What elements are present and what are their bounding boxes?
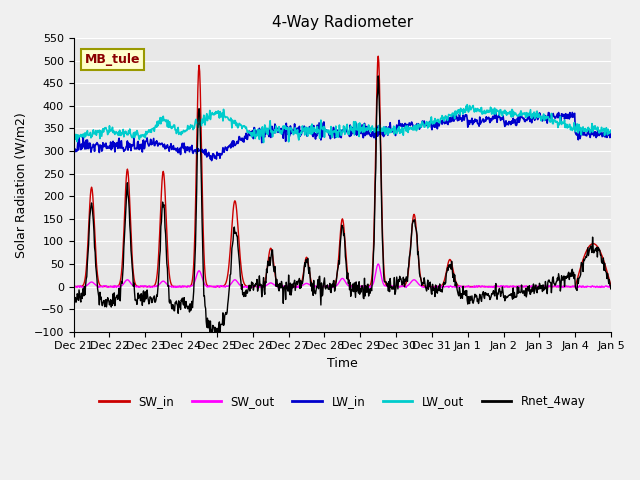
LW_out — [408, 126, 415, 132]
LW_out — [260, 140, 268, 145]
LW_in — [568, 109, 576, 115]
LW_in — [176, 145, 184, 151]
LW_out — [308, 121, 316, 127]
SW_out — [97, 284, 105, 290]
Rnet_4way — [615, 290, 623, 296]
Y-axis label: Solar Radiation (W/m2): Solar Radiation (W/m2) — [15, 112, 28, 258]
LW_out — [615, 123, 623, 129]
LW_in — [97, 143, 105, 148]
Legend: SW_in, SW_out, LW_in, LW_out, Rnet_4way: SW_in, SW_out, LW_in, LW_out, Rnet_4way — [95, 390, 590, 413]
SW_out — [374, 261, 382, 267]
Rnet_4way — [408, 221, 416, 227]
SW_out — [176, 283, 184, 288]
SW_out — [615, 284, 623, 289]
LW_out — [624, 123, 632, 129]
SW_in — [97, 283, 105, 289]
Line: SW_out: SW_out — [74, 264, 640, 288]
SW_out — [560, 285, 568, 290]
SW_in — [307, 279, 315, 285]
LW_in — [208, 158, 216, 164]
LW_out — [463, 102, 471, 108]
LW_in — [615, 128, 623, 134]
Line: SW_in: SW_in — [74, 56, 640, 287]
SW_in — [615, 284, 623, 289]
Rnet_4way — [374, 73, 382, 79]
SW_in — [176, 284, 184, 289]
SW_in — [374, 53, 382, 59]
Line: Rnet_4way: Rnet_4way — [74, 76, 640, 334]
SW_out — [70, 284, 77, 289]
Rnet_4way — [624, 287, 632, 293]
SW_in — [624, 284, 632, 289]
LW_out — [97, 131, 105, 137]
Rnet_4way — [212, 331, 220, 336]
Rnet_4way — [308, 288, 316, 294]
SW_out — [307, 283, 315, 288]
SW_out — [624, 283, 632, 289]
Text: MB_tule: MB_tule — [84, 53, 140, 66]
Title: 4-Way Radiometer: 4-Way Radiometer — [272, 15, 413, 30]
Line: LW_in: LW_in — [74, 112, 640, 161]
Rnet_4way — [97, 294, 105, 300]
LW_in — [624, 128, 632, 133]
LW_out — [176, 130, 184, 135]
X-axis label: Time: Time — [327, 357, 358, 370]
LW_out — [70, 133, 77, 139]
SW_in — [464, 284, 472, 289]
Rnet_4way — [70, 292, 77, 298]
Rnet_4way — [176, 300, 184, 306]
LW_in — [408, 119, 415, 125]
LW_in — [308, 129, 316, 134]
Line: LW_out: LW_out — [74, 105, 640, 143]
SW_in — [408, 229, 415, 235]
SW_in — [70, 284, 77, 289]
SW_out — [408, 278, 415, 284]
LW_in — [70, 143, 77, 149]
